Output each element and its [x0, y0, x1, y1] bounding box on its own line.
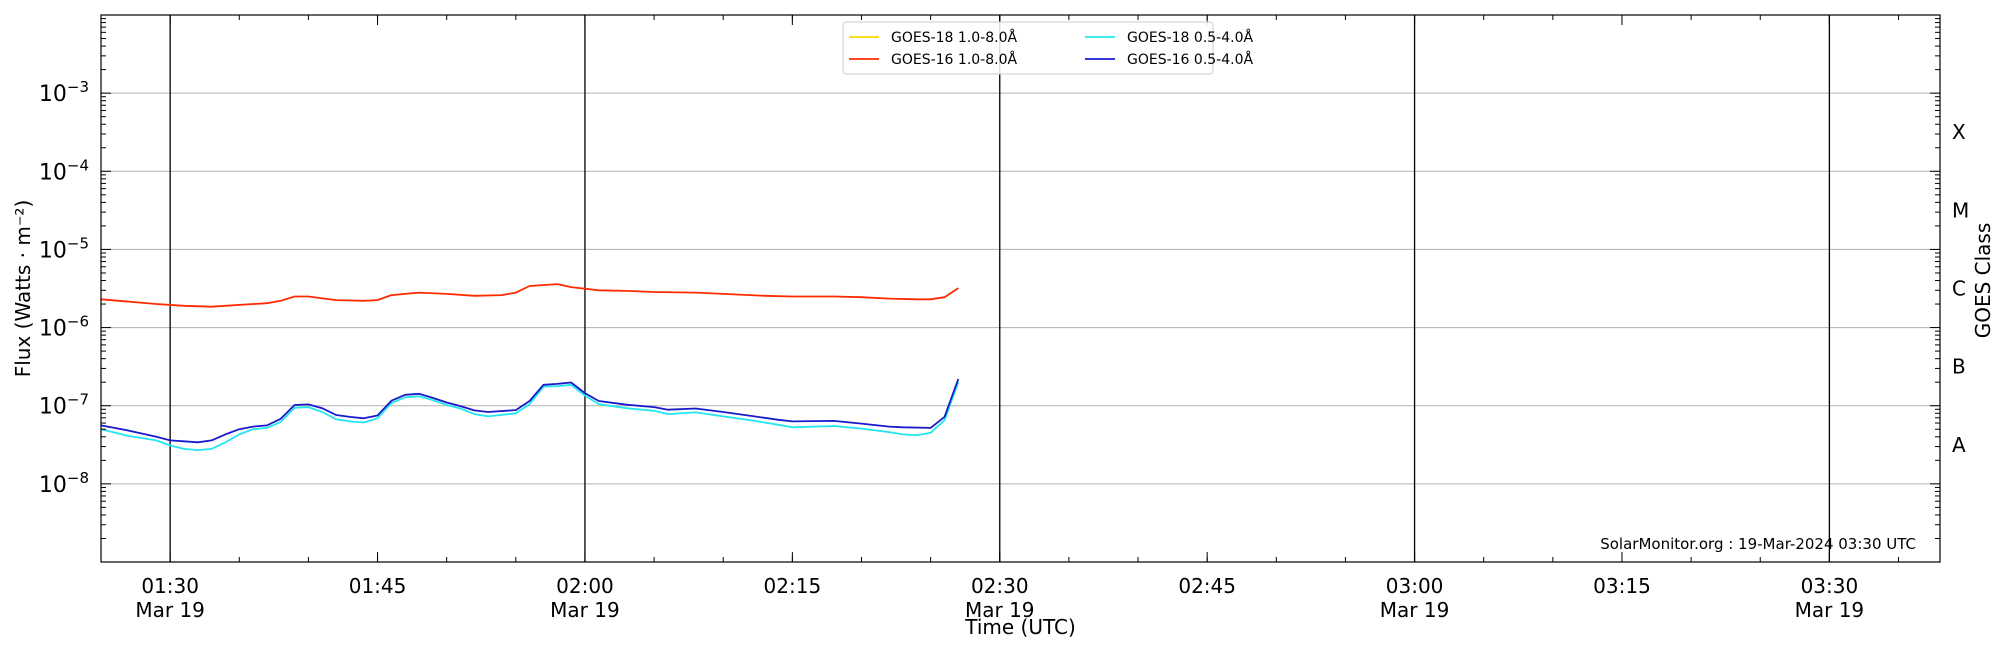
x-tick-label: 02:30: [971, 574, 1029, 598]
y-tick-label: 10−5: [39, 234, 89, 263]
legend-label-1: GOES-16 1.0-8.0Å: [891, 51, 1017, 68]
series-line-3: [100, 378, 960, 444]
x-tick-label: 02:00: [556, 574, 614, 598]
series-line-2: [100, 381, 960, 452]
x-tick-label: 02:45: [1178, 574, 1236, 598]
x-tick-label: 03:15: [1593, 574, 1651, 598]
x-tick-label: 03:30: [1801, 574, 1859, 598]
right-axis-label: GOES Class: [1971, 223, 1995, 339]
x-tick-label: 03:00: [1386, 574, 1444, 598]
y-tick-label: 10−8: [39, 469, 89, 498]
y-tick-labels: 10−8 10−7 10−6 10−5 10−4 10−3: [39, 78, 89, 498]
y-tick-label: 10−3: [39, 78, 89, 107]
x-axis-label: Time (UTC): [964, 615, 1076, 639]
x-tick-date-label: Mar 19: [965, 598, 1035, 622]
goes-class-label-m: M: [1952, 198, 1969, 222]
x-tick-date-label: Mar 19: [1380, 598, 1450, 622]
series-line-1: [100, 283, 959, 308]
legend-label-2: GOES-18 0.5-4.0Å: [1127, 29, 1253, 46]
goes-class-label-b: B: [1952, 355, 1966, 379]
x-tick-date-label: Mar 19: [135, 598, 205, 622]
legend: GOES-18 1.0-8.0Å GOES-16 1.0-8.0Å GOES-18 …: [842, 21, 1253, 75]
grid-layer: [101, 92, 1940, 485]
y-tick-label: 10−7: [39, 391, 89, 420]
goes-class-label-c: C: [1952, 277, 1966, 301]
y-tick-label: 10−6: [39, 313, 89, 342]
legend-label-3: GOES-16 0.5-4.0Å: [1127, 51, 1253, 68]
y-tick-label: 10−4: [39, 156, 89, 185]
goes-class-labels: A B C M X: [1952, 120, 1969, 457]
source-annotation: SolarMonitor.org : 19-Mar-2024 03:30 UTC: [1600, 535, 1916, 553]
plot-frame: [100, 14, 1941, 563]
legend-box: [842, 21, 1214, 75]
x-tick-date-label: Mar 19: [550, 598, 620, 622]
y-axis-label: Flux (Watts · m⁻²): [11, 200, 35, 378]
x-tick-date-label: Mar 19: [1795, 598, 1865, 622]
x-tick-label: 01:30: [141, 574, 199, 598]
vertical-day-lines: [169, 15, 1831, 562]
goes-class-label-a: A: [1952, 433, 1966, 457]
series-layer: [100, 283, 960, 452]
goes-class-label-x: X: [1952, 120, 1966, 144]
x-tick-label: 02:15: [764, 574, 822, 598]
x-tick-label: 01:45: [349, 574, 407, 598]
legend-label-0: GOES-18 1.0-8.0Å: [891, 29, 1017, 46]
tick-layer: [100, 15, 1940, 563]
